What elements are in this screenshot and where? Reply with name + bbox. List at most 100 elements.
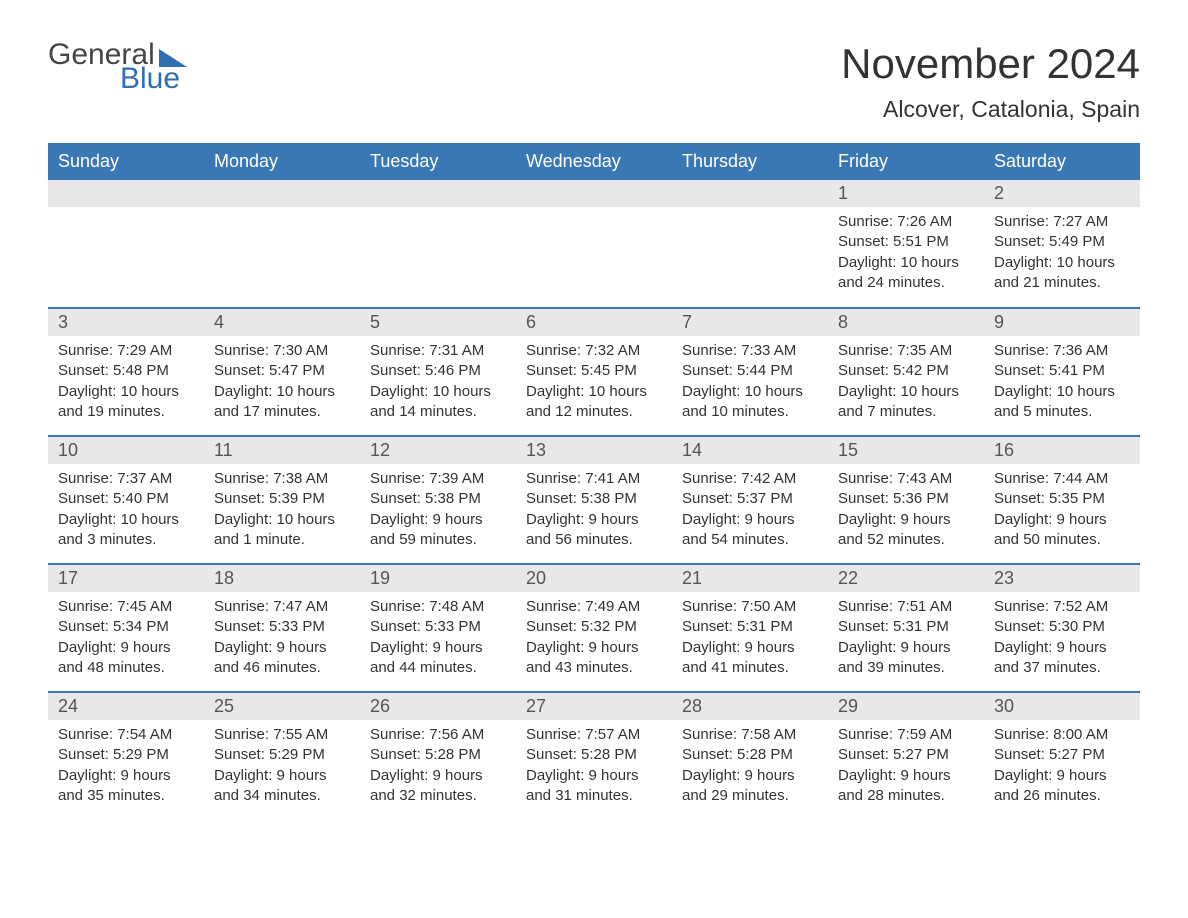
day-dl2: and 32 minutes.	[370, 786, 506, 806]
day-sunset: Sunset: 5:45 PM	[526, 361, 662, 381]
day-dl2: and 35 minutes.	[58, 786, 194, 806]
day-cell: 10Sunrise: 7:37 AMSunset: 5:40 PMDayligh…	[48, 436, 204, 564]
day-sunset: Sunset: 5:47 PM	[214, 361, 350, 381]
day-number: 24	[48, 693, 204, 720]
day-sunrise: Sunrise: 7:45 AM	[58, 597, 194, 617]
day-dl1: Daylight: 10 hours	[214, 382, 350, 402]
day-number: 13	[516, 437, 672, 464]
day-dl1: Daylight: 9 hours	[370, 638, 506, 658]
day-dl2: and 28 minutes.	[838, 786, 974, 806]
day-number: 22	[828, 565, 984, 592]
day-details: Sunrise: 7:26 AMSunset: 5:51 PMDaylight:…	[828, 207, 984, 301]
day-details: Sunrise: 7:36 AMSunset: 5:41 PMDaylight:…	[984, 336, 1140, 430]
weekday-header: Wednesday	[516, 143, 672, 180]
day-cell: 19Sunrise: 7:48 AMSunset: 5:33 PMDayligh…	[360, 564, 516, 692]
day-sunset: Sunset: 5:38 PM	[370, 489, 506, 509]
day-number: 26	[360, 693, 516, 720]
logo-word-2: Blue	[120, 64, 187, 94]
day-sunset: Sunset: 5:38 PM	[526, 489, 662, 509]
day-number: 6	[516, 309, 672, 336]
day-number-bar: .	[360, 180, 516, 207]
day-dl2: and 17 minutes.	[214, 402, 350, 422]
day-sunset: Sunset: 5:51 PM	[838, 232, 974, 252]
day-cell: 12Sunrise: 7:39 AMSunset: 5:38 PMDayligh…	[360, 436, 516, 564]
day-sunset: Sunset: 5:49 PM	[994, 232, 1130, 252]
day-sunset: Sunset: 5:33 PM	[370, 617, 506, 637]
day-sunset: Sunset: 5:29 PM	[214, 745, 350, 765]
day-dl1: Daylight: 10 hours	[370, 382, 506, 402]
day-dl1: Daylight: 9 hours	[838, 638, 974, 658]
day-cell: 30Sunrise: 8:00 AMSunset: 5:27 PMDayligh…	[984, 692, 1140, 820]
day-sunrise: Sunrise: 7:55 AM	[214, 725, 350, 745]
day-dl1: Daylight: 10 hours	[838, 253, 974, 273]
day-sunrise: Sunrise: 7:47 AM	[214, 597, 350, 617]
day-number: 9	[984, 309, 1140, 336]
day-number: 2	[984, 180, 1140, 207]
day-number: 30	[984, 693, 1140, 720]
day-sunset: Sunset: 5:31 PM	[682, 617, 818, 637]
day-dl2: and 46 minutes.	[214, 658, 350, 678]
day-dl2: and 26 minutes.	[994, 786, 1130, 806]
logo: General Blue	[48, 40, 187, 94]
day-cell: 3Sunrise: 7:29 AMSunset: 5:48 PMDaylight…	[48, 308, 204, 436]
week-row: 10Sunrise: 7:37 AMSunset: 5:40 PMDayligh…	[48, 436, 1140, 564]
day-details: Sunrise: 7:31 AMSunset: 5:46 PMDaylight:…	[360, 336, 516, 430]
day-number: 14	[672, 437, 828, 464]
day-dl2: and 41 minutes.	[682, 658, 818, 678]
day-details: Sunrise: 7:59 AMSunset: 5:27 PMDaylight:…	[828, 720, 984, 814]
weekday-header: Sunday	[48, 143, 204, 180]
day-cell: 28Sunrise: 7:58 AMSunset: 5:28 PMDayligh…	[672, 692, 828, 820]
day-cell: 13Sunrise: 7:41 AMSunset: 5:38 PMDayligh…	[516, 436, 672, 564]
day-number: 7	[672, 309, 828, 336]
day-sunrise: Sunrise: 7:42 AM	[682, 469, 818, 489]
day-number-bar: .	[516, 180, 672, 207]
day-dl2: and 24 minutes.	[838, 273, 974, 293]
day-cell: 15Sunrise: 7:43 AMSunset: 5:36 PMDayligh…	[828, 436, 984, 564]
day-sunrise: Sunrise: 7:59 AM	[838, 725, 974, 745]
day-cell: 25Sunrise: 7:55 AMSunset: 5:29 PMDayligh…	[204, 692, 360, 820]
day-number: 25	[204, 693, 360, 720]
day-details: Sunrise: 7:48 AMSunset: 5:33 PMDaylight:…	[360, 592, 516, 686]
day-sunset: Sunset: 5:35 PM	[994, 489, 1130, 509]
day-sunrise: Sunrise: 7:26 AM	[838, 212, 974, 232]
day-sunset: Sunset: 5:29 PM	[58, 745, 194, 765]
day-number: 23	[984, 565, 1140, 592]
day-details: Sunrise: 7:52 AMSunset: 5:30 PMDaylight:…	[984, 592, 1140, 686]
day-number-bar: .	[48, 180, 204, 207]
day-sunrise: Sunrise: 7:49 AM	[526, 597, 662, 617]
day-dl2: and 37 minutes.	[994, 658, 1130, 678]
day-sunrise: Sunrise: 7:56 AM	[370, 725, 506, 745]
day-details: Sunrise: 7:41 AMSunset: 5:38 PMDaylight:…	[516, 464, 672, 558]
day-cell: 21Sunrise: 7:50 AMSunset: 5:31 PMDayligh…	[672, 564, 828, 692]
day-cell: .	[360, 180, 516, 308]
day-number: 5	[360, 309, 516, 336]
day-number: 18	[204, 565, 360, 592]
title-block: November 2024 Alcover, Catalonia, Spain	[841, 40, 1140, 123]
day-cell: 6Sunrise: 7:32 AMSunset: 5:45 PMDaylight…	[516, 308, 672, 436]
day-cell: 2Sunrise: 7:27 AMSunset: 5:49 PMDaylight…	[984, 180, 1140, 308]
day-sunrise: Sunrise: 7:30 AM	[214, 341, 350, 361]
day-dl2: and 39 minutes.	[838, 658, 974, 678]
day-sunrise: Sunrise: 7:29 AM	[58, 341, 194, 361]
day-cell: 4 Sunrise: 7:30 AMSunset: 5:47 PMDaylight…	[204, 308, 360, 436]
day-number-bar: .	[672, 180, 828, 207]
week-row: .....1Sunrise: 7:26 AMSunset: 5:51 PMDay…	[48, 180, 1140, 308]
day-cell: .	[516, 180, 672, 308]
week-row: 24Sunrise: 7:54 AMSunset: 5:29 PMDayligh…	[48, 692, 1140, 820]
day-dl1: Daylight: 10 hours	[58, 382, 194, 402]
day-cell: 17Sunrise: 7:45 AMSunset: 5:34 PMDayligh…	[48, 564, 204, 692]
day-dl2: and 59 minutes.	[370, 530, 506, 550]
day-sunrise: Sunrise: 7:52 AM	[994, 597, 1130, 617]
day-sunset: Sunset: 5:27 PM	[838, 745, 974, 765]
day-details: Sunrise: 7:51 AMSunset: 5:31 PMDaylight:…	[828, 592, 984, 686]
day-sunrise: Sunrise: 7:36 AM	[994, 341, 1130, 361]
day-number: 1	[828, 180, 984, 207]
day-cell: .	[672, 180, 828, 308]
day-sunset: Sunset: 5:46 PM	[370, 361, 506, 381]
day-dl2: and 14 minutes.	[370, 402, 506, 422]
day-sunrise: Sunrise: 7:35 AM	[838, 341, 974, 361]
day-dl1: Daylight: 9 hours	[370, 766, 506, 786]
day-details: Sunrise: 7:42 AMSunset: 5:37 PMDaylight:…	[672, 464, 828, 558]
day-cell: 22Sunrise: 7:51 AMSunset: 5:31 PMDayligh…	[828, 564, 984, 692]
day-number: 4	[204, 309, 360, 336]
